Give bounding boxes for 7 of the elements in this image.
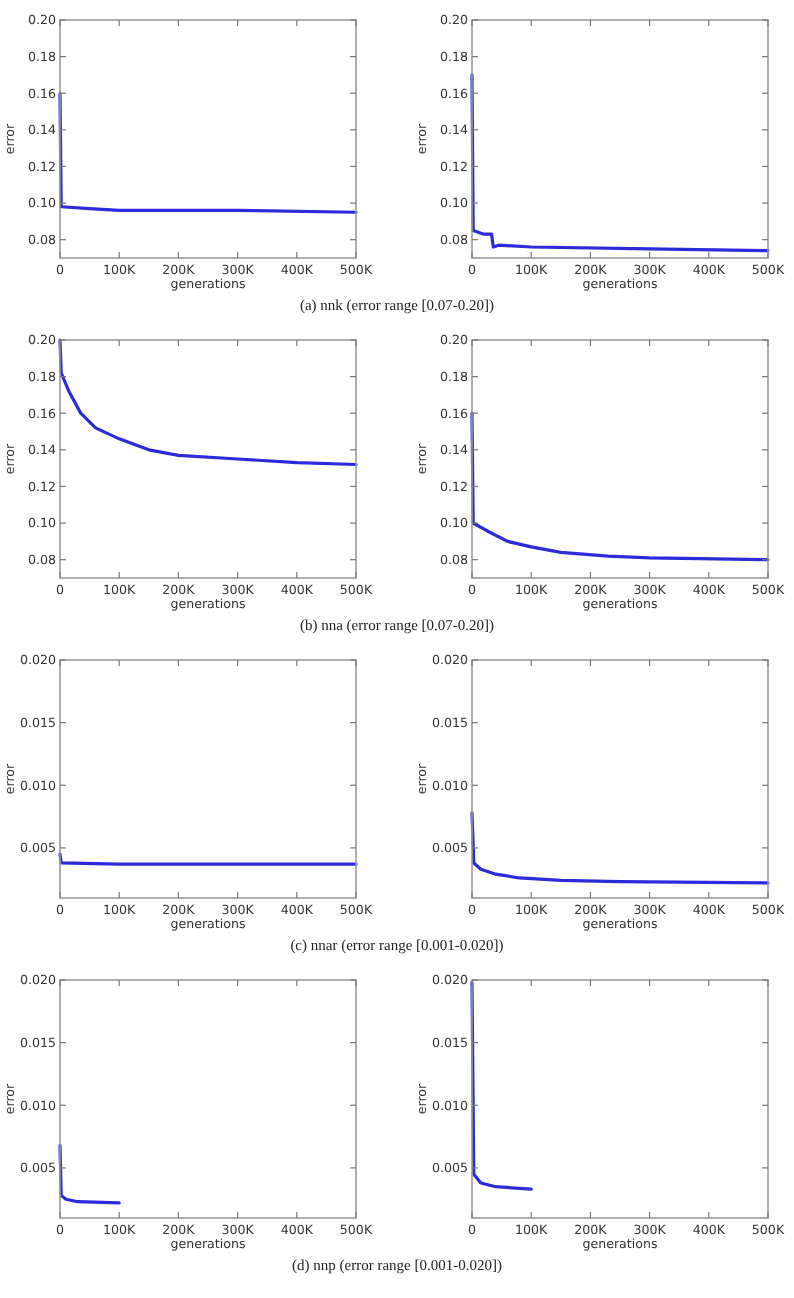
line-series <box>58 1143 121 1205</box>
line-series <box>58 338 358 467</box>
line-series <box>470 980 533 1191</box>
line-series <box>58 91 358 214</box>
line-series <box>470 73 770 253</box>
line-series <box>470 811 770 885</box>
line-series <box>470 411 770 562</box>
